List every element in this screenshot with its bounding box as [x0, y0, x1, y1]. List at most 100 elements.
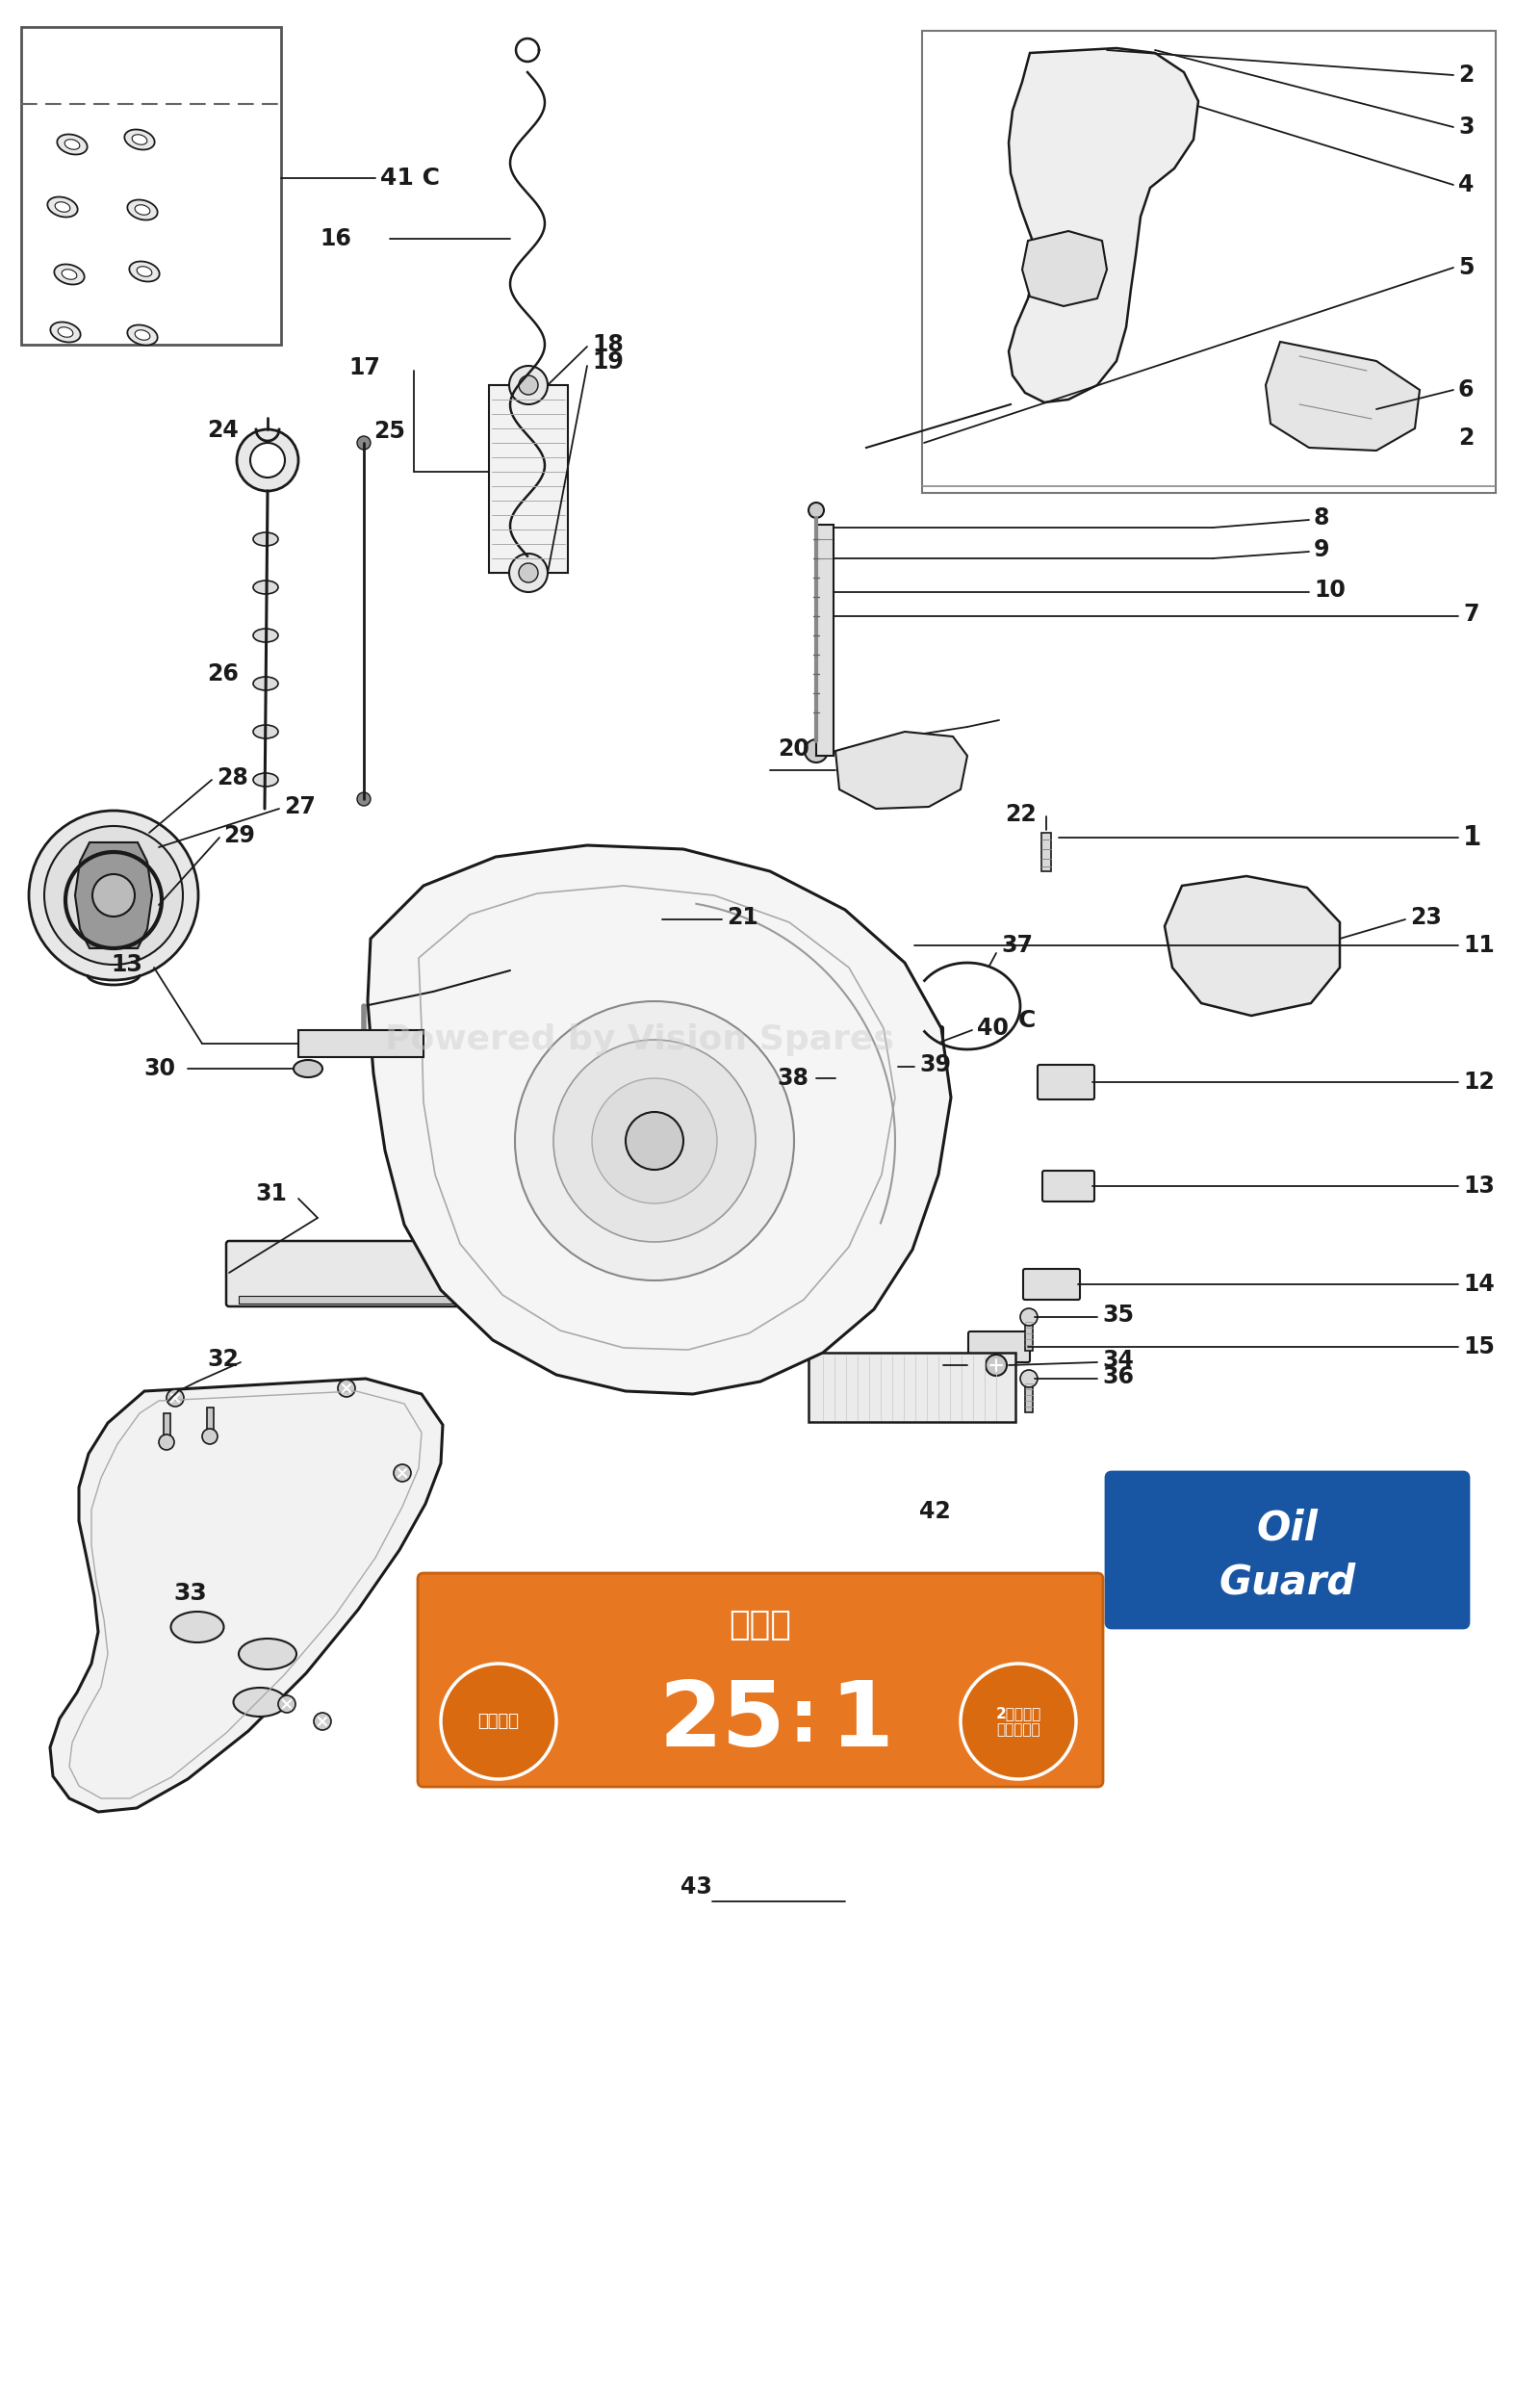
Text: 2サイクル
専用オイル: 2サイクル 専用オイル [995, 1706, 1041, 1737]
Ellipse shape [48, 197, 77, 216]
Circle shape [510, 553, 548, 591]
Circle shape [337, 1379, 356, 1396]
FancyBboxPatch shape [1106, 1473, 1469, 1627]
Ellipse shape [239, 1639, 296, 1670]
Bar [808, 1353, 1015, 1423]
Bar [1026, 1379, 1033, 1413]
Text: ガソリン: ガソリン [477, 1713, 519, 1730]
Text: 22: 22 [1004, 803, 1036, 827]
Bar [816, 524, 833, 757]
Ellipse shape [253, 533, 279, 545]
Ellipse shape [65, 139, 80, 149]
Text: 42: 42 [919, 1499, 950, 1524]
Circle shape [986, 1355, 1007, 1377]
FancyBboxPatch shape [902, 1026, 942, 1057]
Circle shape [808, 502, 824, 519]
Bar [22, 26, 280, 344]
Text: 6: 6 [1458, 377, 1474, 401]
Text: 燃料は: 燃料は [728, 1608, 792, 1641]
Text: 14: 14 [1463, 1274, 1494, 1295]
Polygon shape [49, 1379, 444, 1812]
Text: 17: 17 [348, 356, 380, 380]
Circle shape [625, 1113, 684, 1170]
Text: Oil: Oil [1257, 1509, 1318, 1548]
Ellipse shape [835, 1230, 856, 1240]
Text: Powered by Vision Spares: Powered by Vision Spares [385, 1024, 895, 1057]
Ellipse shape [835, 1300, 856, 1310]
Text: 33: 33 [172, 1581, 206, 1605]
Circle shape [92, 875, 136, 916]
Circle shape [279, 1697, 296, 1713]
Text: 18: 18 [591, 334, 624, 356]
Polygon shape [368, 846, 952, 1394]
Text: 9: 9 [1314, 538, 1329, 562]
Circle shape [394, 1463, 411, 1483]
Text: 40: 40 [976, 1016, 1009, 1040]
Circle shape [514, 1002, 795, 1281]
Text: 32: 32 [206, 1348, 239, 1372]
Circle shape [45, 827, 183, 964]
Text: :: : [788, 1687, 818, 1757]
Circle shape [314, 1713, 331, 1730]
Ellipse shape [51, 322, 80, 341]
Polygon shape [1009, 48, 1198, 401]
Circle shape [357, 793, 371, 805]
Circle shape [1019, 1370, 1038, 1387]
Polygon shape [75, 843, 152, 949]
Polygon shape [1023, 231, 1107, 305]
Ellipse shape [132, 135, 148, 144]
Circle shape [961, 1663, 1076, 1778]
Text: C: C [1018, 1009, 1036, 1031]
Circle shape [29, 810, 199, 980]
Polygon shape [835, 731, 967, 810]
Ellipse shape [129, 262, 160, 281]
Bar [163, 1413, 171, 1442]
Bar [299, 1031, 424, 1057]
Text: 5: 5 [1458, 257, 1474, 279]
Circle shape [519, 562, 537, 582]
Bar [1041, 834, 1050, 872]
Text: 34: 34 [1103, 1348, 1133, 1372]
Text: Guard: Guard [1220, 1562, 1355, 1603]
FancyBboxPatch shape [226, 1240, 618, 1307]
Text: 31: 31 [256, 1182, 286, 1206]
FancyBboxPatch shape [1038, 1065, 1095, 1101]
Ellipse shape [835, 1276, 856, 1286]
Ellipse shape [294, 1060, 322, 1077]
Circle shape [357, 435, 371, 449]
Text: 37: 37 [1001, 935, 1033, 956]
Polygon shape [576, 892, 662, 954]
Text: 23: 23 [1411, 906, 1441, 930]
Text: 25: 25 [373, 421, 405, 442]
FancyBboxPatch shape [417, 1574, 1103, 1788]
Circle shape [1019, 1307, 1038, 1326]
Text: 25: 25 [659, 1677, 785, 1766]
Circle shape [166, 1389, 183, 1406]
Text: 19: 19 [591, 351, 624, 372]
Circle shape [249, 442, 285, 478]
Circle shape [591, 1079, 718, 1204]
Ellipse shape [136, 329, 149, 341]
Text: 30: 30 [143, 1057, 176, 1081]
Bar [1026, 1317, 1033, 1350]
Text: 1: 1 [1463, 824, 1481, 851]
Text: 36: 36 [1103, 1365, 1133, 1389]
Ellipse shape [835, 1218, 856, 1228]
Text: 2: 2 [1458, 425, 1474, 449]
Ellipse shape [253, 726, 279, 738]
Text: 29: 29 [223, 824, 256, 848]
Text: 3: 3 [1458, 115, 1474, 139]
Text: 43: 43 [681, 1874, 711, 1898]
Text: 4: 4 [1458, 173, 1474, 197]
Ellipse shape [253, 630, 279, 642]
Circle shape [237, 430, 299, 490]
FancyBboxPatch shape [969, 1331, 1030, 1363]
Text: 10: 10 [1314, 579, 1346, 601]
Text: 2: 2 [1458, 62, 1474, 87]
Circle shape [804, 740, 829, 762]
Text: 13: 13 [111, 954, 142, 976]
Ellipse shape [54, 264, 85, 284]
Text: 28: 28 [217, 767, 248, 791]
Ellipse shape [128, 199, 157, 221]
FancyBboxPatch shape [1023, 1269, 1080, 1300]
